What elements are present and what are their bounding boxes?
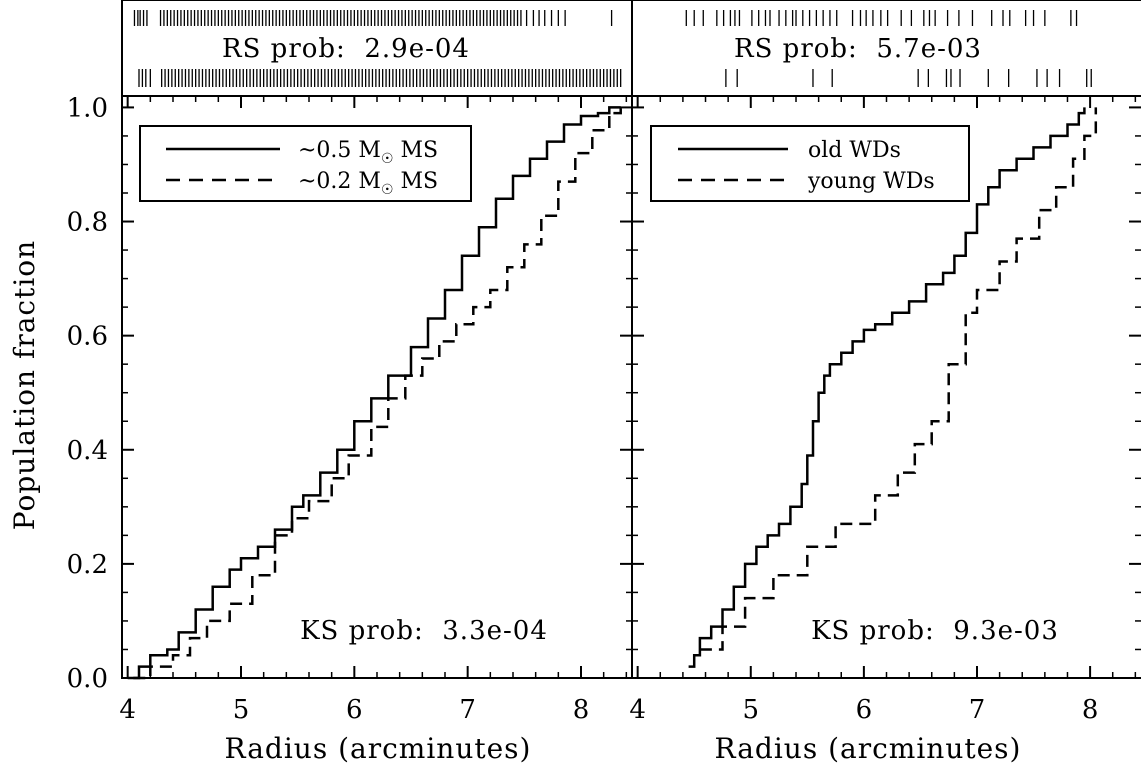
x-tick-label: 6 [346, 695, 363, 725]
y-tick-label: 0.8 [67, 208, 108, 238]
y-tick-label: 0.4 [67, 436, 108, 466]
legend-label-solid-left: ~0.5 M☉ MS [298, 138, 438, 167]
ks-prob-right: KS prob: 9.3e-03 [811, 616, 1059, 646]
series-lines-right [688, 107, 1098, 668]
rug-top-right [685, 10, 1078, 26]
y-ticks-right [632, 106, 1141, 679]
sun-symbol-icon: ☉ [381, 182, 394, 198]
x-tick-label: 7 [459, 695, 476, 725]
y-tick-label: 1.0 [67, 93, 108, 123]
legend-label-dashed-left: ~0.2 M☉ MS [298, 169, 438, 198]
x-tick-label: 4 [119, 695, 136, 725]
y-tick-label: 0.2 [67, 550, 108, 580]
legend-box-left [139, 125, 472, 202]
x-tick-label: 6 [856, 695, 873, 725]
x-tick-label: 8 [573, 695, 590, 725]
legend-left: ~0.5 M☉ MS ~0.2 M☉ MS [139, 125, 472, 202]
legend-box-right [650, 125, 970, 202]
x-axis-label-right: Radius (arcminutes) [715, 732, 1022, 765]
panel-left: RS prob: 2.9e-04 4 5 6 7 8 0.0 0.2 0.4 0.6 0.8 1.… [67, 0, 633, 765]
rug-bottom-right [725, 69, 1092, 87]
y-axis-label: Population fraction [8, 240, 41, 530]
x-axis-label-left: Radius (arcminutes) [225, 732, 532, 765]
x-ticks-left: 4 5 6 7 8 [119, 96, 628, 725]
legend-right: old WDs young WDs [650, 125, 970, 202]
rs-prob-right: RS prob: 5.7e-03 [734, 34, 982, 64]
ks-prob-left: KS prob: 3.3e-04 [300, 616, 548, 646]
rug-top-left [133, 10, 613, 26]
y-ticks-left: 0.0 0.2 0.4 0.6 0.8 1.0 [67, 93, 632, 694]
series-line-dashed [699, 107, 1098, 651]
x-tick-label: 5 [742, 695, 759, 725]
series-lines-left [127, 106, 622, 680]
panel-right: RS prob: 5.7e-03 4 5 6 7 8 old WDs young WDs… [629, 0, 1141, 765]
rug-bottom-left [138, 69, 622, 87]
plot-area-right [631, 95, 1141, 679]
series-line-dashed [133, 107, 622, 680]
x-tick-label: 8 [1082, 695, 1099, 725]
legend-label-dashed-right: young WDs [807, 169, 935, 194]
legend-label-solid-right: old WDs [808, 138, 901, 163]
y-tick-label: 0.0 [67, 664, 108, 694]
x-tick-label: 4 [629, 695, 646, 725]
series-line-solid [127, 106, 621, 680]
series-line-solid [688, 107, 1086, 668]
x-tick-label: 5 [233, 695, 250, 725]
x-tick-label: 7 [969, 695, 986, 725]
x-ticks-right: 4 5 6 7 8 [629, 96, 1137, 725]
rs-prob-left: RS prob: 2.9e-04 [222, 34, 470, 64]
sun-symbol-icon: ☉ [381, 151, 394, 167]
y-tick-label: 0.6 [67, 322, 108, 352]
